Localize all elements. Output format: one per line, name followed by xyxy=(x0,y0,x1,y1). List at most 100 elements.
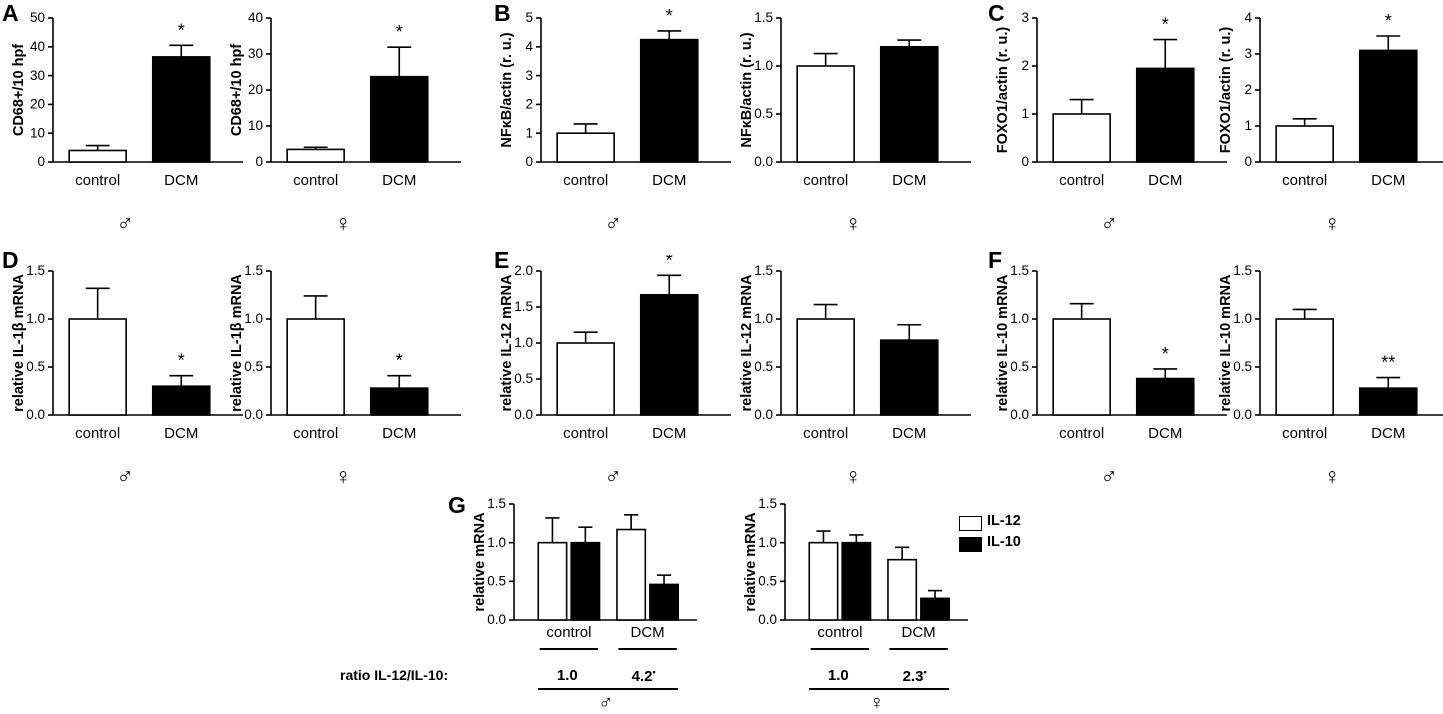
svg-text:50: 50 xyxy=(30,10,45,25)
svg-text:0.5: 0.5 xyxy=(1010,359,1029,374)
svg-text:1.0: 1.0 xyxy=(754,58,773,73)
svg-text:*: * xyxy=(1162,15,1169,35)
svg-text:relative IL-12 mRNA: relative IL-12 mRNA xyxy=(740,274,755,412)
svg-text:1.5: 1.5 xyxy=(1010,263,1029,278)
svg-text:0: 0 xyxy=(37,154,45,169)
svg-text:1.0: 1.0 xyxy=(26,311,45,326)
svg-text:4: 4 xyxy=(525,39,533,54)
svg-text:control: control xyxy=(1059,425,1104,442)
svg-text:2: 2 xyxy=(1244,82,1252,97)
svg-text:*: * xyxy=(178,20,185,40)
svg-text:1.0: 1.0 xyxy=(1010,311,1029,326)
svg-text:40: 40 xyxy=(248,10,263,25)
svg-text:0.0: 0.0 xyxy=(754,154,773,169)
svg-text:*: * xyxy=(178,351,185,371)
svg-text:DCM: DCM xyxy=(652,172,686,189)
svg-text:NFκB/actin (r. u.): NFκB/actin (r. u.) xyxy=(740,32,755,147)
svg-text:1.0: 1.0 xyxy=(758,535,777,550)
svg-text:relative IL-10 mRNA: relative IL-10 mRNA xyxy=(1219,274,1234,412)
svg-text:1.5: 1.5 xyxy=(487,496,506,511)
svg-text:control: control xyxy=(75,425,120,442)
svg-text:0.0: 0.0 xyxy=(758,612,777,627)
svg-text:0.5: 0.5 xyxy=(26,359,45,374)
svg-text:DCM: DCM xyxy=(902,624,936,641)
svg-text:0.0: 0.0 xyxy=(514,407,533,422)
svg-text:3: 3 xyxy=(525,68,533,83)
svg-text:3: 3 xyxy=(1021,10,1029,25)
svg-text:control: control xyxy=(293,425,338,442)
svg-text:1.5: 1.5 xyxy=(244,263,263,278)
svg-text:control: control xyxy=(563,425,608,442)
svg-text:control: control xyxy=(563,172,608,189)
svg-text:0.0: 0.0 xyxy=(754,407,773,422)
svg-text:0.5: 0.5 xyxy=(754,359,773,374)
svg-text:DCM: DCM xyxy=(164,425,198,442)
svg-text:DCM: DCM xyxy=(631,624,665,641)
svg-text:*: * xyxy=(666,6,673,26)
svg-text:30: 30 xyxy=(30,68,45,83)
svg-text:DCM: DCM xyxy=(1371,172,1405,189)
svg-text:1.5: 1.5 xyxy=(1233,263,1252,278)
svg-text:0.0: 0.0 xyxy=(1233,407,1252,422)
svg-text:1.0: 1.0 xyxy=(244,311,263,326)
svg-text:20: 20 xyxy=(30,97,45,112)
svg-text:0.0: 0.0 xyxy=(26,407,45,422)
svg-text:CD68+/10 hpf: CD68+/10 hpf xyxy=(12,44,27,136)
svg-text:0: 0 xyxy=(255,154,263,169)
svg-text:control: control xyxy=(546,624,591,641)
svg-text:**: ** xyxy=(1381,353,1395,373)
svg-text:30: 30 xyxy=(248,46,263,61)
svg-text:control: control xyxy=(817,624,862,641)
svg-text:0.5: 0.5 xyxy=(514,371,533,386)
svg-text:2: 2 xyxy=(1021,58,1029,73)
svg-text:40: 40 xyxy=(30,39,45,54)
svg-text:1: 1 xyxy=(1244,118,1252,133)
svg-text:relative IL-1β mRNA: relative IL-1β mRNA xyxy=(230,274,245,412)
svg-text:0: 0 xyxy=(1244,154,1252,169)
svg-text:5: 5 xyxy=(525,10,533,25)
svg-text:control: control xyxy=(1282,172,1327,189)
svg-text:0: 0 xyxy=(1021,154,1029,169)
svg-text:control: control xyxy=(1282,425,1327,442)
svg-text:0.5: 0.5 xyxy=(244,359,263,374)
svg-text:1.5: 1.5 xyxy=(754,263,773,278)
svg-text:0.5: 0.5 xyxy=(487,574,506,589)
svg-text:1.5: 1.5 xyxy=(754,10,773,25)
svg-text:0.0: 0.0 xyxy=(1010,407,1029,422)
svg-text:1.5: 1.5 xyxy=(514,299,533,314)
svg-text:10: 10 xyxy=(248,118,263,133)
svg-text:0.5: 0.5 xyxy=(1233,359,1252,374)
svg-text:control: control xyxy=(293,172,338,189)
svg-text:control: control xyxy=(803,172,848,189)
svg-text:DCM: DCM xyxy=(382,172,416,189)
svg-text:1.0: 1.0 xyxy=(514,335,533,350)
svg-text:FOXO1/actin (r. u.): FOXO1/actin (r. u.) xyxy=(1219,27,1234,154)
svg-text:DCM: DCM xyxy=(652,425,686,442)
svg-text:1: 1 xyxy=(1021,106,1029,121)
svg-text:2: 2 xyxy=(525,97,533,112)
svg-text:DCM: DCM xyxy=(1148,425,1182,442)
svg-text:relative mRNA: relative mRNA xyxy=(744,512,759,612)
svg-text:relative IL-10 mRNA: relative IL-10 mRNA xyxy=(996,274,1011,412)
svg-text:DCM: DCM xyxy=(1371,425,1405,442)
svg-text:control: control xyxy=(75,172,120,189)
svg-text:2.0: 2.0 xyxy=(514,263,533,278)
svg-text:0.5: 0.5 xyxy=(758,574,777,589)
svg-text:relative IL-1β mRNA: relative IL-1β mRNA xyxy=(12,274,27,412)
svg-text:4: 4 xyxy=(1244,10,1252,25)
svg-text:3: 3 xyxy=(1244,46,1252,61)
svg-text:0.0: 0.0 xyxy=(244,407,263,422)
svg-text:0: 0 xyxy=(525,154,533,169)
svg-text:CD68+/10 hpf: CD68+/10 hpf xyxy=(230,44,245,136)
svg-text:NFκB/actin (r. u.): NFκB/actin (r. u.) xyxy=(500,32,515,147)
svg-text:DCM: DCM xyxy=(892,425,926,442)
svg-text:10: 10 xyxy=(30,125,45,140)
svg-text:*: * xyxy=(1162,344,1169,364)
svg-text:DCM: DCM xyxy=(164,172,198,189)
svg-text:*: * xyxy=(1385,11,1392,31)
svg-text:*: * xyxy=(396,22,403,42)
svg-text:control: control xyxy=(803,425,848,442)
svg-text:1.0: 1.0 xyxy=(487,535,506,550)
svg-text:*: * xyxy=(666,255,673,270)
svg-text:1.5: 1.5 xyxy=(758,496,777,511)
